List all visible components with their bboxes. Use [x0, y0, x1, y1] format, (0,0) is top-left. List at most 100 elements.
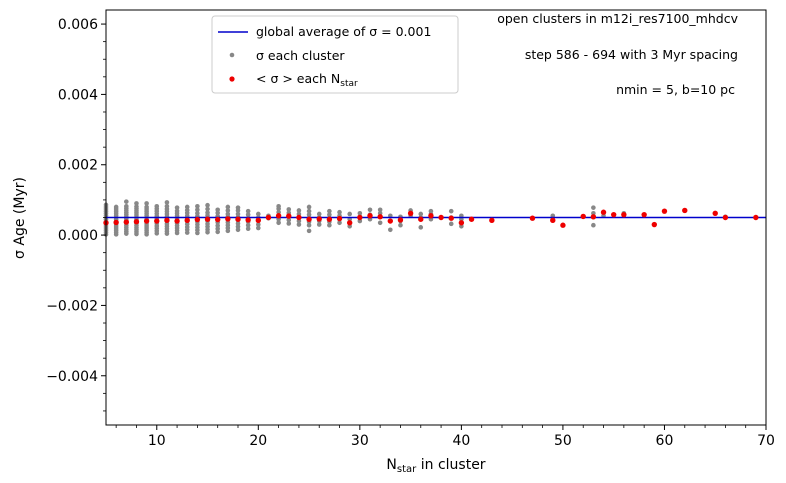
- gray-point: [388, 227, 393, 233]
- red-point: [225, 216, 231, 222]
- gray-point: [327, 208, 332, 214]
- red-point: [621, 211, 627, 218]
- gray-point: [327, 212, 332, 217]
- red-point: [580, 213, 586, 220]
- red-point: [712, 210, 718, 216]
- red-point: [560, 222, 566, 228]
- red-point: [174, 218, 180, 224]
- gray-point: [205, 206, 210, 212]
- x-axis-label: Nstar in cluster: [386, 457, 485, 475]
- gray-point: [245, 208, 251, 214]
- gray-point: [306, 228, 312, 234]
- red-point: [316, 216, 322, 222]
- gray-point: [245, 222, 251, 228]
- red-point: [407, 210, 414, 216]
- gray-point: [113, 204, 119, 210]
- red-point: [133, 219, 140, 225]
- gray-point: [245, 226, 251, 232]
- gray-point: [235, 205, 241, 210]
- red-point: [326, 216, 333, 222]
- x-tick-label: 40: [452, 433, 470, 449]
- annotation-params: nmin = 5, b=10 pc: [616, 82, 735, 97]
- red-point: [245, 217, 251, 223]
- legend-label-red-subscript: star: [340, 79, 358, 89]
- red-point: [265, 214, 272, 221]
- gray-point: [357, 210, 363, 216]
- x-tick-label: 10: [148, 433, 166, 449]
- gray-point: [276, 220, 281, 226]
- gray-point: [215, 210, 220, 216]
- red-point: [489, 217, 495, 224]
- legend-label-gray: σ each cluster: [256, 48, 345, 63]
- gray-point: [215, 229, 220, 235]
- red-point: [468, 216, 475, 222]
- red-point: [306, 216, 312, 222]
- gray-point: [184, 204, 190, 210]
- gray-point: [225, 211, 231, 217]
- red-point: [448, 215, 454, 221]
- gray-point: [316, 222, 322, 227]
- gray-point: [286, 217, 292, 223]
- red-point: [438, 214, 444, 221]
- red-point: [154, 218, 160, 224]
- red-point: [164, 217, 170, 224]
- gray-point: [296, 208, 302, 213]
- y-axis-ticks: −0.004 −0.002 0.000 0.002 0.004 0.006: [46, 17, 106, 412]
- gray-point: [195, 203, 200, 209]
- gray-point: [327, 222, 332, 228]
- gray-point: [286, 207, 292, 212]
- gray-point: [134, 204, 139, 209]
- red-point: [286, 213, 292, 219]
- red-point: [661, 208, 668, 214]
- red-point: [418, 216, 424, 222]
- red-point: [600, 209, 607, 215]
- gray-point: [428, 208, 434, 214]
- gray-point: [184, 207, 190, 213]
- gray-point: [164, 203, 170, 209]
- gray-point: [377, 207, 383, 213]
- gray-point: [124, 199, 129, 204]
- plot-area: [103, 199, 766, 237]
- x-axis-label-suffix: in cluster: [416, 457, 486, 473]
- red-point: [722, 214, 729, 221]
- gray-point: [306, 222, 312, 228]
- red-point: [275, 213, 282, 219]
- y-tick-label: −0.002: [46, 298, 98, 314]
- red-point: [255, 217, 262, 224]
- x-axis-ticks: 10 20 30 40 50 60 70: [115, 425, 775, 449]
- gray-point: [225, 204, 231, 210]
- gray-point: [235, 224, 241, 229]
- x-axis-label-main: N: [386, 457, 396, 473]
- gray-point: [205, 210, 210, 215]
- red-point: [123, 219, 130, 225]
- gray-point: [215, 207, 220, 213]
- red-point: [235, 216, 241, 222]
- annotation-title: open clusters in m12i_res7100_mhdcv: [497, 11, 738, 26]
- gray-point: [306, 212, 312, 217]
- gray-point: [377, 220, 383, 226]
- red-point: [296, 214, 302, 221]
- gray-point: [215, 226, 220, 232]
- legend-gray-swatch: [229, 52, 235, 58]
- gray-point: [144, 204, 149, 210]
- gray-point: [306, 208, 312, 214]
- legend-label-red: < σ > each Nstar: [256, 71, 358, 89]
- gray-point: [174, 208, 180, 214]
- gray-point: [296, 222, 302, 227]
- legend: global average of σ = 0.001 σ each clust…: [211, 15, 459, 94]
- red-point: [143, 218, 150, 224]
- gray-point: [367, 207, 373, 213]
- legend-red-swatch: [229, 76, 235, 82]
- gray-point: [195, 210, 200, 216]
- x-axis-label-subscript: star: [397, 464, 417, 475]
- y-tick-label: −0.004: [46, 369, 98, 385]
- annotation-steps: step 586 - 694 with 3 Myr spacing: [525, 47, 738, 62]
- gray-point: [154, 203, 160, 209]
- red-point: [529, 215, 536, 221]
- gray-point: [235, 221, 241, 226]
- x-tick-label: 50: [554, 433, 572, 449]
- red-point: [204, 216, 211, 222]
- gray-point: [225, 208, 231, 213]
- legend-box: [211, 15, 459, 94]
